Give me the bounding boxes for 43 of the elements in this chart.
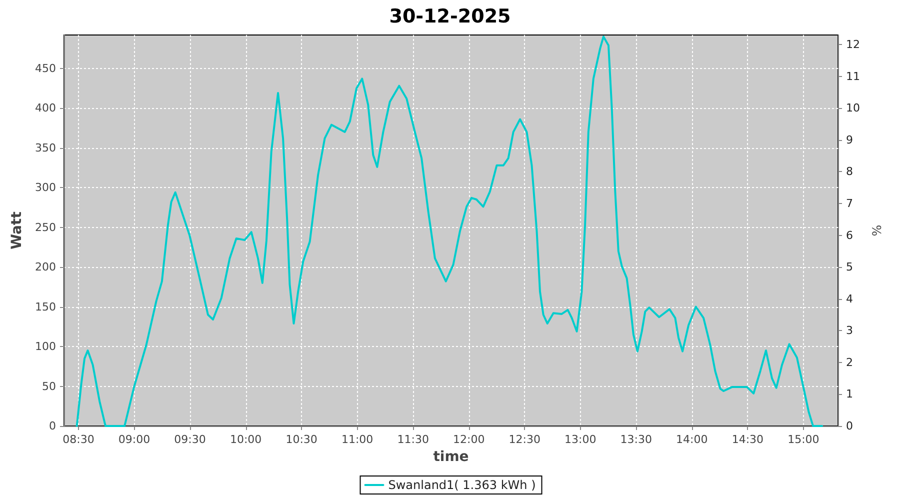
x-tick-label: 11:00	[341, 433, 374, 446]
y-tick-label: 300	[35, 181, 56, 194]
y-tick-label: 50	[42, 380, 56, 393]
y2-tick-label: 9	[846, 133, 853, 146]
x-tick-label: 10:30	[286, 433, 318, 446]
y-tick-label: 400	[35, 102, 56, 115]
y2-tick-label: 6	[846, 228, 853, 242]
x-tick-label: 09:30	[174, 433, 206, 446]
line-series	[76, 36, 824, 427]
y-axis-title: Watt	[9, 211, 26, 250]
x-tick-label: 08:30	[62, 433, 94, 446]
y2-tick-label: 8	[846, 165, 853, 178]
x-tick-label: 14:30	[732, 433, 764, 446]
y-tick-label: 100	[35, 340, 56, 354]
x-tick-label: 14:00	[676, 433, 708, 446]
x-tick-label: 13:30	[620, 433, 652, 446]
y2-tick-label: 12	[846, 38, 860, 52]
legend-label: Swanland1( 1.363 kWh )	[388, 478, 536, 492]
x-axis-title: time	[433, 449, 469, 465]
y-tick-label: 0	[49, 420, 56, 432]
y-tick-label: 250	[35, 220, 56, 234]
x-tick-label: 15:00	[788, 433, 820, 446]
y2-tick-label: 10	[846, 102, 860, 115]
y-tick-label: 200	[35, 260, 56, 274]
y2-tick-label: 0	[846, 420, 853, 432]
y2-tick-label: 11	[846, 70, 860, 83]
chart-title: 30-12-2025	[389, 6, 511, 28]
x-tick-label: 11:30	[397, 433, 429, 446]
y2-tick-label: 4	[846, 292, 853, 306]
x-tick-label: 13:00	[564, 433, 596, 446]
y-tick-label: 150	[35, 300, 56, 314]
y2-axis-title: %	[870, 224, 884, 236]
y-tick-label: 350	[35, 141, 56, 154]
y-tick-label: 450	[35, 62, 56, 75]
x-tick-label: 12:00	[452, 433, 485, 446]
y2-tick-label: 2	[846, 356, 853, 369]
x-tick-label: 09:00	[118, 433, 150, 446]
y2-tick-label: 5	[846, 260, 853, 274]
x-tick-label: 12:30	[508, 433, 540, 446]
y2-tick-label: 1	[846, 388, 853, 401]
y2-tick-label: 7	[846, 196, 853, 210]
x-tick-label: 10:00	[230, 433, 262, 446]
y2-tick-label: 3	[846, 324, 853, 338]
